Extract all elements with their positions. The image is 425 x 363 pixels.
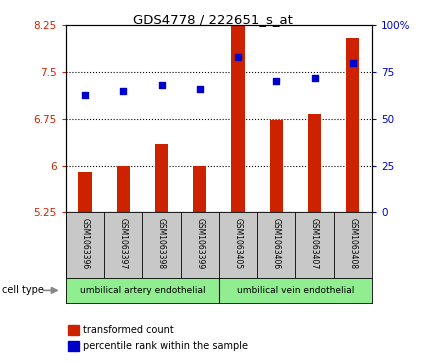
Point [273,79,280,85]
Bar [231,16,245,212]
Bar [116,166,130,212]
Bar [68,341,79,351]
Bar [66,278,219,303]
Text: GSM1063399: GSM1063399 [195,217,204,269]
Text: GSM1063397: GSM1063397 [119,217,128,269]
Point [120,88,127,94]
Point [82,92,88,98]
Text: percentile rank within the sample: percentile rank within the sample [83,341,248,351]
Text: umbilical vein endothelial: umbilical vein endothelial [237,286,354,295]
Text: transformed count: transformed count [83,325,174,335]
Text: GSM1063406: GSM1063406 [272,217,281,269]
Text: umbilical artery endothelial: umbilical artery endothelial [79,286,205,295]
Text: GSM1063407: GSM1063407 [310,217,319,269]
Point [235,54,241,60]
Bar [219,278,372,303]
Point [196,86,203,92]
Point [158,82,165,88]
Bar [308,114,321,212]
Bar [78,172,92,212]
Bar [68,325,79,335]
Bar [193,166,207,212]
Text: GDS4778 / 222651_s_at: GDS4778 / 222651_s_at [133,13,292,26]
Bar [346,38,360,212]
Point [311,75,318,81]
Bar [155,144,168,212]
Text: cell type: cell type [2,285,44,295]
Text: GSM1063408: GSM1063408 [348,217,357,269]
Text: GSM1063405: GSM1063405 [233,217,243,269]
Bar [269,120,283,212]
Text: GSM1063398: GSM1063398 [157,217,166,269]
Text: GSM1063396: GSM1063396 [80,217,90,269]
Point [349,60,356,66]
